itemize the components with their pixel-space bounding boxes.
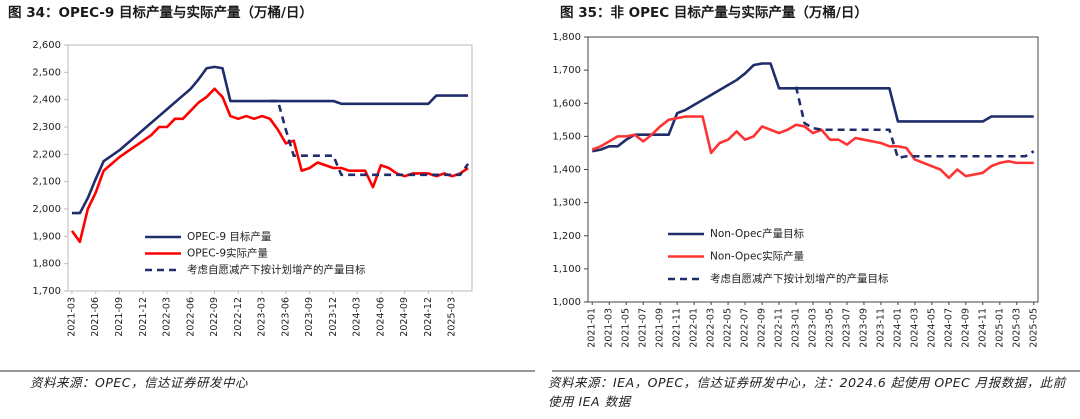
x-tick-label: 2022-09 bbox=[757, 308, 768, 348]
y-tick-label: 2,300 bbox=[32, 122, 61, 133]
y-tick-label: 1,800 bbox=[552, 32, 581, 43]
x-tick-label: 2021-03 bbox=[66, 297, 77, 337]
y-tick-label: 2,400 bbox=[32, 95, 61, 106]
x-tick-label: 2021-06 bbox=[90, 297, 101, 337]
y-tick-label: 1,700 bbox=[32, 286, 61, 297]
source-note: 资料来源：OPEC，信达证券研发中心 bbox=[30, 375, 249, 390]
series-line bbox=[71, 65, 469, 215]
x-tick-label: 2024-05 bbox=[926, 308, 937, 348]
x-tick-label: 2025-03 bbox=[447, 297, 458, 337]
x-tick-label: 2021-05 bbox=[621, 308, 632, 348]
chart-title: 图 35：非 OPEC 目标产量与实际产量（万桶/日） bbox=[560, 4, 868, 21]
x-tick-label: 2024-11 bbox=[977, 308, 988, 348]
y-tick-label: 1,800 bbox=[32, 259, 61, 270]
plot-frame bbox=[67, 44, 473, 292]
y-tick-label: 1,600 bbox=[552, 98, 581, 109]
legend-label: Non-Opec产量目标 bbox=[710, 227, 805, 240]
x-tick-label: 2023-06 bbox=[280, 297, 291, 337]
series-line bbox=[70, 87, 469, 244]
legend-label: 考虑自愿减产下按计划增产的产量目标 bbox=[710, 272, 889, 285]
plot-frame bbox=[587, 36, 1039, 303]
x-tick-label: 2024-03 bbox=[352, 297, 363, 337]
x-tick-label: 2024-09 bbox=[960, 308, 971, 348]
legend-label: OPEC-9实际产量 bbox=[187, 247, 269, 260]
x-tick-label: 2023-01 bbox=[791, 308, 802, 348]
x-tick-label: 2022-05 bbox=[723, 308, 734, 348]
y-tick-label: 1,300 bbox=[552, 198, 581, 209]
x-tick-label: 2025-01 bbox=[994, 308, 1005, 348]
series-line bbox=[592, 62, 1034, 153]
x-tick-label: 2023-09 bbox=[304, 297, 315, 337]
y-tick-label: 2,500 bbox=[32, 67, 61, 78]
x-tick-label: 2024-12 bbox=[423, 297, 434, 337]
x-tick-label: 2025-05 bbox=[1028, 308, 1039, 348]
x-tick-label: 2021-09 bbox=[655, 308, 666, 348]
y-tick-label: 1,000 bbox=[552, 297, 581, 308]
x-tick-label: 2022-09 bbox=[209, 297, 220, 337]
x-tick-label: 2022-03 bbox=[706, 308, 717, 348]
x-tick-label: 2022-07 bbox=[740, 308, 751, 348]
x-tick-label: 2022-03 bbox=[162, 297, 173, 337]
x-tick-label: 2021-11 bbox=[672, 308, 683, 348]
legend-label: 考虑自愿减产下按计划增产的产量目标 bbox=[187, 263, 366, 276]
x-tick-label: 2021-01 bbox=[587, 308, 598, 348]
x-tick-label: 2024-09 bbox=[399, 297, 410, 337]
x-tick-label: 2022-11 bbox=[774, 308, 785, 348]
x-tick-label: 2023-03 bbox=[808, 308, 819, 348]
y-tick-label: 1,400 bbox=[552, 165, 581, 176]
y-tick-label: 2,000 bbox=[32, 204, 61, 215]
y-tick-label: 2,600 bbox=[32, 40, 61, 51]
y-tick-label: 1,700 bbox=[552, 65, 581, 76]
y-tick-label: 1,100 bbox=[552, 264, 581, 275]
series-line bbox=[591, 115, 1034, 180]
x-tick-label: 2025-03 bbox=[1011, 308, 1022, 348]
x-tick-label: 2023-03 bbox=[257, 297, 268, 337]
x-tick-label: 2021-09 bbox=[114, 297, 125, 337]
x-tick-label: 2023-12 bbox=[328, 297, 339, 337]
legend-label: Non-Opec实际产量 bbox=[710, 250, 805, 263]
series-line bbox=[270, 99, 470, 177]
y-tick-label: 1,900 bbox=[32, 231, 61, 242]
y-tick-label: 1,500 bbox=[552, 131, 581, 142]
series-line bbox=[794, 86, 1035, 160]
x-tick-label: 2024-06 bbox=[375, 297, 386, 337]
x-tick-label: 2022-06 bbox=[185, 297, 196, 337]
x-tick-label: 2021-03 bbox=[604, 308, 615, 348]
x-tick-label: 2024-07 bbox=[943, 308, 954, 348]
x-tick-label: 2023-05 bbox=[824, 308, 835, 348]
x-tick-label: 2023-07 bbox=[841, 308, 852, 348]
chart-title: 图 34：OPEC-9 目标产量与实际产量（万桶/日） bbox=[8, 4, 313, 21]
source-note: 资料来源：IEA，OPEC，信达证券研发中心，注：2024.6 起使用 OPEC… bbox=[548, 375, 1066, 409]
x-tick-label: 2022-01 bbox=[689, 308, 700, 348]
legend-label: OPEC-9 目标产量 bbox=[187, 230, 272, 243]
x-tick-label: 2023-09 bbox=[858, 308, 869, 348]
y-tick-label: 2,200 bbox=[32, 149, 61, 160]
x-tick-label: 2021-12 bbox=[138, 297, 149, 337]
x-tick-label: 2024-03 bbox=[909, 308, 920, 348]
x-tick-label: 2024-01 bbox=[892, 308, 903, 348]
y-tick-label: 2,100 bbox=[32, 177, 61, 188]
x-tick-label: 2023-11 bbox=[875, 308, 886, 348]
y-tick-label: 1,200 bbox=[552, 231, 581, 242]
x-tick-label: 2021-07 bbox=[638, 308, 649, 348]
x-tick-label: 2022-12 bbox=[233, 297, 244, 337]
